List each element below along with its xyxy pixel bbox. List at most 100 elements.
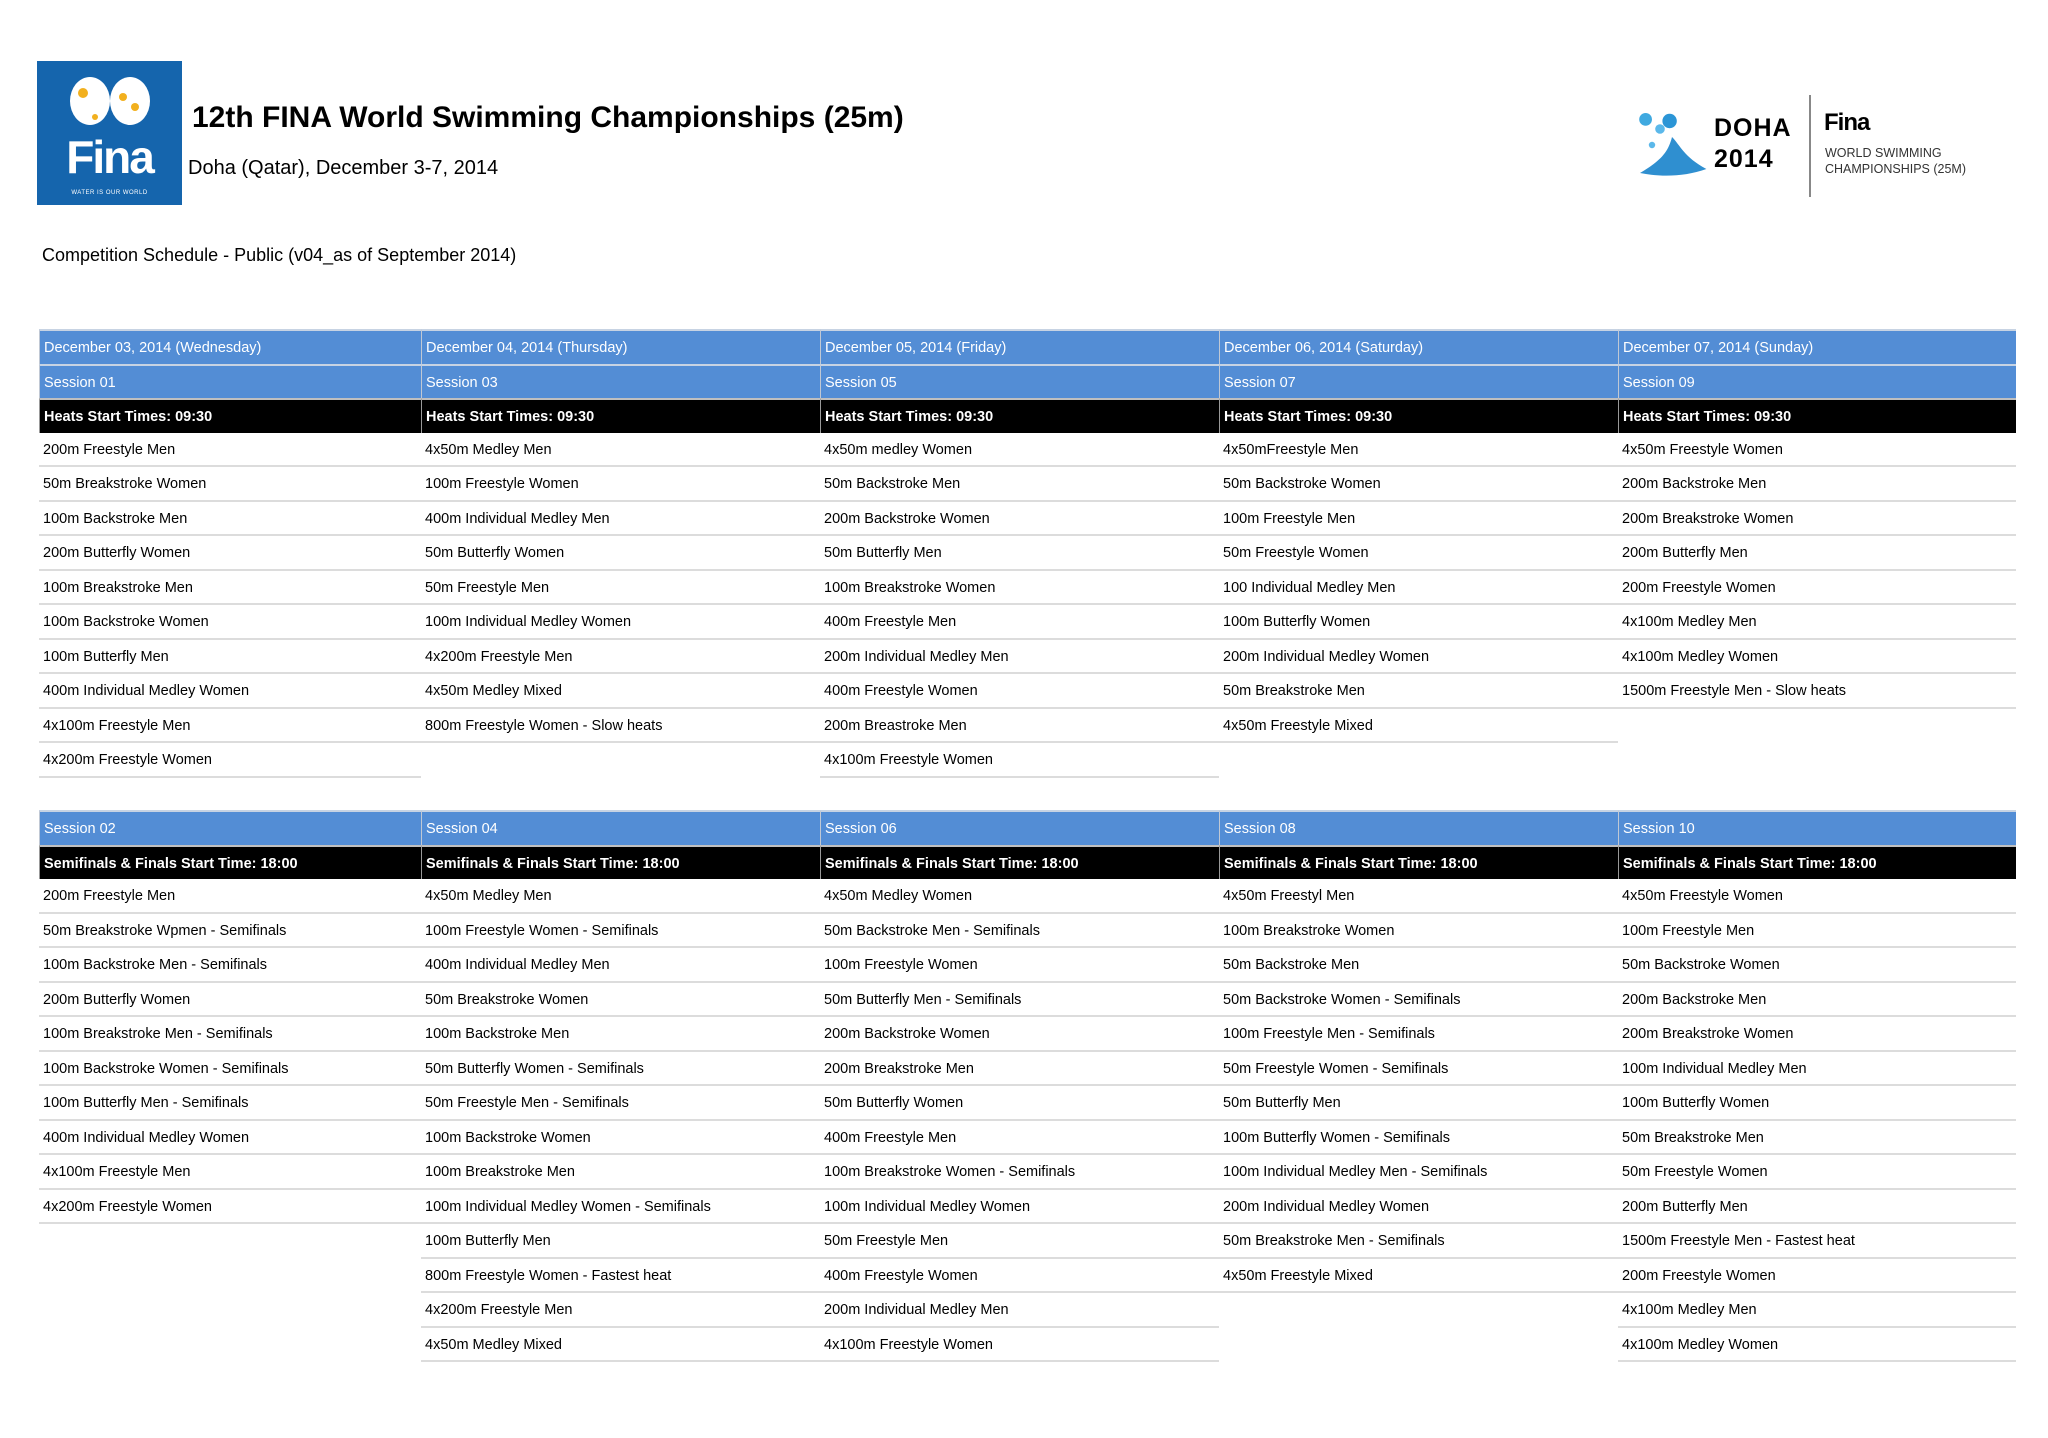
event-row: 100m Breakstroke Women - Semifinals xyxy=(820,1155,1219,1190)
event-row: 4x50m Medley Mixed xyxy=(421,674,820,709)
event-row: 400m Individual Medley Men xyxy=(421,948,820,983)
event-row: 100m Butterfly Men xyxy=(421,1224,820,1259)
event-row: 4x50m Freestyle Women xyxy=(1618,879,2016,914)
start-time-header: Heats Start Times: 09:30 xyxy=(421,398,820,433)
event-row: 50m Freestyle Men - Semifinals xyxy=(421,1086,820,1121)
event-row: 100m Freestyle Women - Semifinals xyxy=(421,914,820,948)
session-header: Session 04 xyxy=(421,810,820,845)
event-row: 400m Individual Medley Men xyxy=(421,502,820,536)
day-column: December 05, 2014 (Friday) Session 05 Heat… xyxy=(820,329,1219,778)
event-row: 200m Butterfly Men xyxy=(1618,536,2016,571)
event-row: 200m Individual Medley Women xyxy=(1219,1190,1618,1224)
day-column: Session 08 Semifinals & Finals Start Time… xyxy=(1219,810,1618,1293)
event-row: 100m Backstroke Women - Semifinals xyxy=(39,1052,421,1086)
event-row: 4x100m Freestyle Women xyxy=(820,1328,1219,1362)
event-row: 4x50mFreestyle Men xyxy=(1219,433,1618,467)
event-row: 100m Breakstroke Women xyxy=(820,571,1219,605)
day-column: Session 02 Semifinals & Finals Start Time… xyxy=(39,810,421,1224)
event-row: 100m Individual Medley Women xyxy=(820,1190,1219,1224)
day-column: December 07, 2014 (Sunday) Session 09 Heat… xyxy=(1618,329,2016,709)
event-row: 4x50m Freestyle Women xyxy=(1618,433,2016,467)
start-time-header: Heats Start Times: 09:30 xyxy=(1219,398,1618,433)
start-time-header: Semifinals & Finals Start Time: 18:00 xyxy=(1618,844,2016,879)
event-row: 100m Freestyle Men xyxy=(1219,502,1618,536)
start-time-header: Semifinals & Finals Start Time: 18:00 xyxy=(39,844,421,879)
session-header: Session 01 xyxy=(39,363,421,398)
session-header: Session 08 xyxy=(1219,810,1618,845)
date-header: December 03, 2014 (Wednesday) xyxy=(39,329,421,364)
doha-2014-logo: DOHA 2014 Fina WORLD SWIMMING CHAMPIONSHIP… xyxy=(1636,95,1998,197)
event-row: 50m Breakstroke Men xyxy=(1219,674,1618,709)
event-row: 4x50m Medley Men xyxy=(421,433,820,467)
day-column: Session 04 Semifinals & Finals Start Time… xyxy=(421,810,820,1362)
championship-line-2: CHAMPIONSHIPS (25M) xyxy=(1825,162,1966,176)
event-row: 4x50m Freestyle Mixed xyxy=(1219,709,1618,743)
event-row: 4x100m Medley Men xyxy=(1618,1293,2016,1328)
event-row: 100m Freestyle Women xyxy=(421,467,820,502)
fina-logo-wordmark: Fina xyxy=(66,131,155,183)
event-row: 200m Breakstroke Women xyxy=(1618,1017,2016,1052)
event-row: 50m Backstroke Men xyxy=(1219,948,1618,983)
event-row: 200m Butterfly Men xyxy=(1618,1190,2016,1224)
event-row: 50m Backstroke Men xyxy=(820,467,1219,502)
event-row: 800m Freestyle Women - Slow heats xyxy=(421,709,820,743)
event-row: 100m Freestyle Men xyxy=(1618,914,2016,948)
event-row: 50m Butterfly Men xyxy=(820,536,1219,571)
event-row: 100m Individual Medley Women xyxy=(421,605,820,640)
event-row: 4x100m Freestyle Men xyxy=(39,1155,421,1190)
event-row: 100m Breakstroke Men xyxy=(39,571,421,605)
event-row: 200m Breastroke Men xyxy=(820,709,1219,743)
event-row: 400m Individual Medley Women xyxy=(39,1121,421,1155)
event-row: 200m Backstroke Women xyxy=(820,502,1219,536)
session-header: Session 07 xyxy=(1219,363,1618,398)
event-row: 50m Freestyle Women - Semifinals xyxy=(1219,1052,1618,1086)
session-header: Session 02 xyxy=(39,810,421,845)
event-row: 50m Freestyle Men xyxy=(421,571,820,605)
event-row: 50m Backstroke Women xyxy=(1219,467,1618,502)
event-row: 100m Backstroke Men xyxy=(39,502,421,536)
session-header: Session 05 xyxy=(820,363,1219,398)
event-row: 200m Backstroke Men xyxy=(1618,983,2016,1017)
event-row: 50m Breakstroke Women xyxy=(421,983,820,1017)
water-splash-icon xyxy=(1639,113,1707,176)
date-header: December 04, 2014 (Thursday) xyxy=(421,329,820,364)
event-row: 50m Butterfly Men xyxy=(1219,1086,1618,1121)
event-row: 200m Freestyle Women xyxy=(1618,571,2016,605)
championship-name: WORLD SWIMMING CHAMPIONSHIPS (25M) xyxy=(1825,145,1966,177)
event-row: 100m Individual Medley Men xyxy=(1618,1052,2016,1086)
event-row: 200m Freestyle Men xyxy=(39,879,421,914)
event-row: 200m Backstroke Men xyxy=(1618,467,2016,502)
event-row: 50m Breakstroke Men - Semifinals xyxy=(1219,1224,1618,1259)
event-row: 200m Individual Medley Women xyxy=(1219,640,1618,674)
event-row: 50m Butterfly Women xyxy=(421,536,820,571)
event-row: 100m Freestyle Women xyxy=(820,948,1219,983)
event-row: 4x100m Freestyle Men xyxy=(39,709,421,743)
page-subtitle: Doha (Qatar), December 3-7, 2014 xyxy=(188,157,499,179)
event-row: 100m Individual Medley Women - Semifinal… xyxy=(421,1190,820,1224)
event-row: 100 Individual Medley Men xyxy=(1219,571,1618,605)
event-row: 50m Freestyle Women xyxy=(1618,1155,2016,1190)
event-row: 100m Butterfly Women xyxy=(1219,605,1618,640)
globe-icon xyxy=(70,77,150,125)
event-row: 100m Breakstroke Women xyxy=(1219,914,1618,948)
doha-logo-city: DOHA xyxy=(1714,114,1792,142)
event-row: 1500m Freestyle Men - Slow heats xyxy=(1618,674,2016,709)
event-row: 4x50m Medley Women xyxy=(820,879,1219,914)
day-column: Session 06 Semifinals & Finals Start Time… xyxy=(820,810,1219,1362)
event-row: 100m Breakstroke Men xyxy=(421,1155,820,1190)
event-row: 4x50m Medley Men xyxy=(421,879,820,914)
event-row: 100m Butterfly Women xyxy=(1618,1086,2016,1121)
event-row: 800m Freestyle Women - Fastest heat xyxy=(421,1259,820,1293)
event-row: 400m Freestyle Men xyxy=(820,605,1219,640)
event-row: 50m Backstroke Women xyxy=(1618,948,2016,983)
fina-logo-tagline: WATER IS OUR WORLD xyxy=(71,190,148,196)
start-time-header: Heats Start Times: 09:30 xyxy=(39,398,421,433)
event-row: 50m Freestyle Women xyxy=(1219,536,1618,571)
event-row: 50m Freestyle Men xyxy=(820,1224,1219,1259)
event-row: 4x100m Medley Women xyxy=(1618,1328,2016,1362)
event-row: 100m Backstroke Men - Semifinals xyxy=(39,948,421,983)
event-row: 50m Butterfly Women xyxy=(820,1086,1219,1121)
session-header: Session 09 xyxy=(1618,363,2016,398)
event-row: 100m Butterfly Men - Semifinals xyxy=(39,1086,421,1121)
event-row: 4x100m Freestyle Women xyxy=(820,743,1219,778)
